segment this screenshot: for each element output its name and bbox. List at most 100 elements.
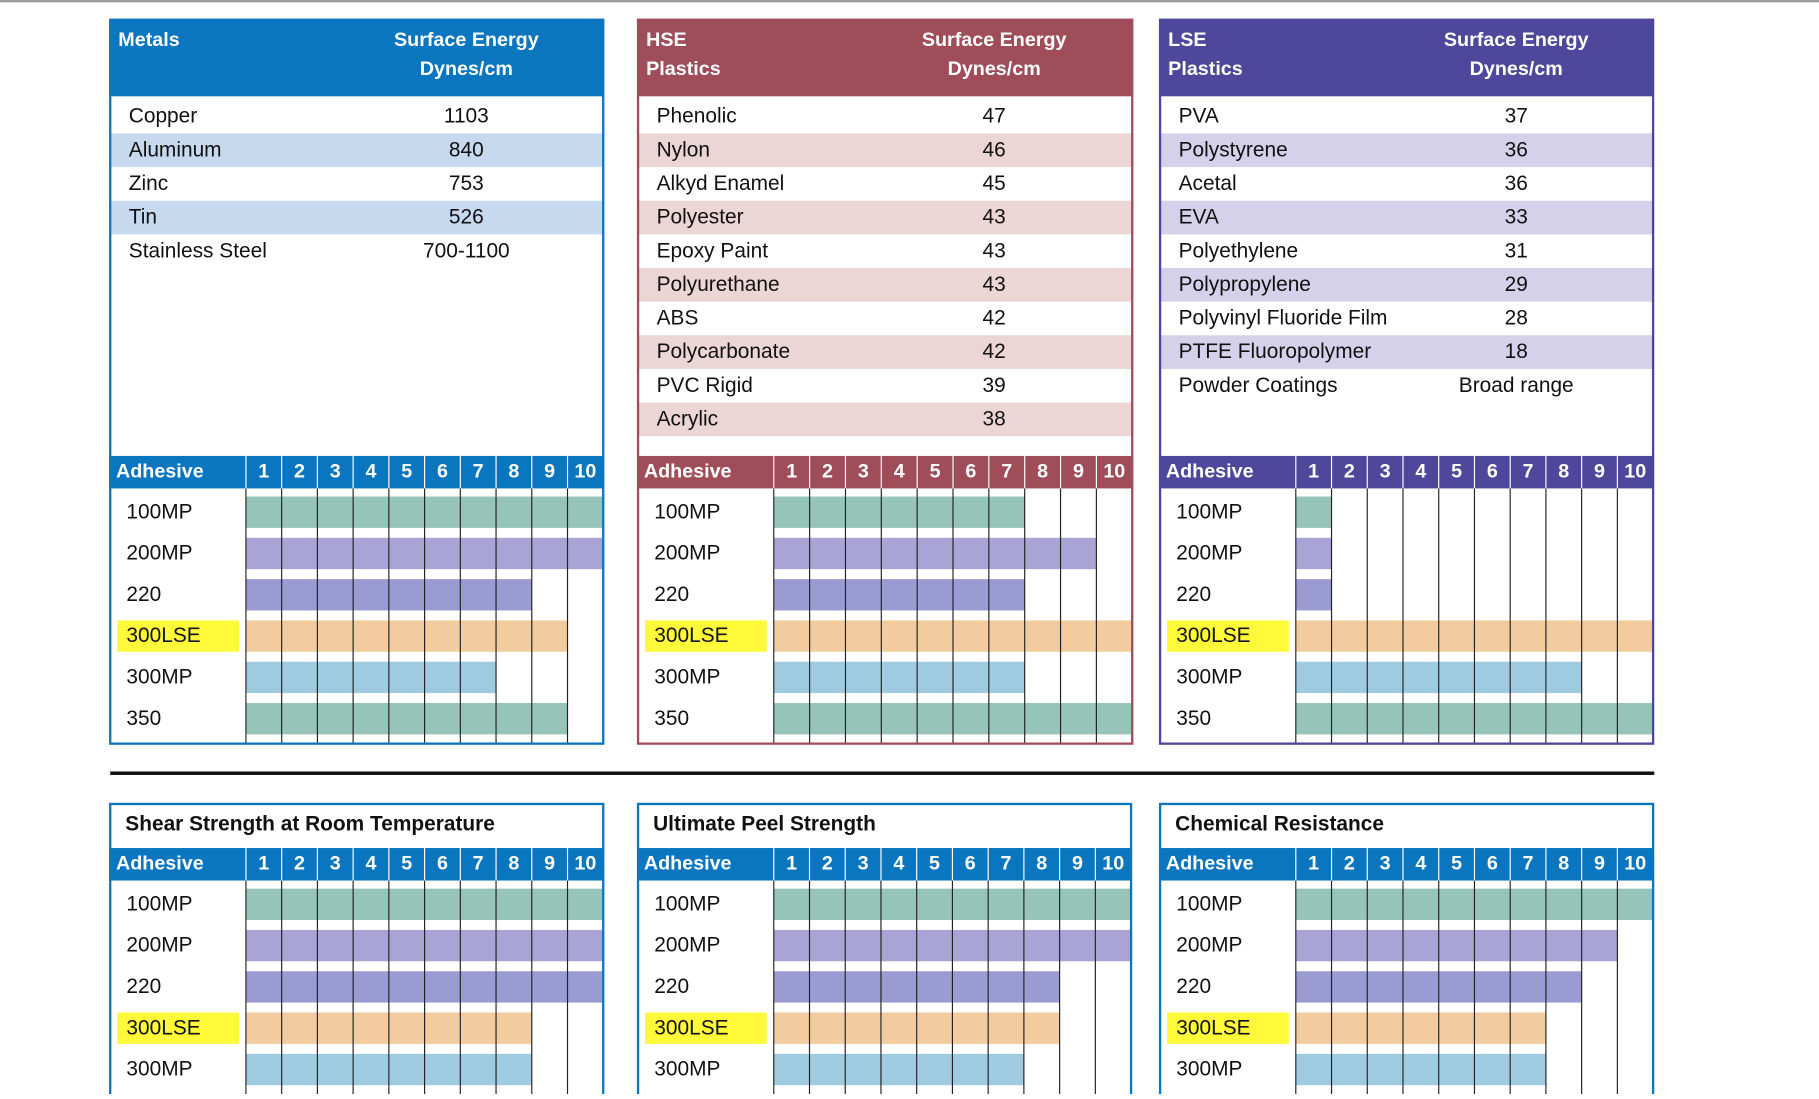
rating-bar: [1295, 579, 1332, 611]
rating-bar: [773, 496, 1025, 528]
row-value: 43: [983, 273, 1006, 296]
row-value: 840: [449, 138, 484, 161]
row-name: Polyethylene: [1179, 239, 1299, 262]
rating-bar: [245, 703, 568, 735]
value-header: Dynes/cm: [948, 58, 1041, 80]
adhesive-name: 300MP: [654, 665, 720, 688]
adhesive-name: 200MP: [654, 934, 720, 957]
adhesive-header: Adhesive: [116, 460, 204, 482]
row-shade: [1160, 335, 1654, 369]
adhesive-name: 200MP: [1176, 542, 1242, 565]
scale-label: 6: [1487, 460, 1498, 482]
scale-label: 6: [965, 460, 976, 482]
adhesive-name: 300MP: [126, 665, 192, 688]
panel-title: Plastics: [646, 58, 721, 80]
row-value: 47: [983, 105, 1006, 128]
row-value: 43: [983, 239, 1006, 262]
rating-bar: [1295, 496, 1332, 528]
value-header: Dynes/cm: [1470, 58, 1563, 80]
row-value: 42: [983, 307, 1006, 330]
row-shade: [1160, 133, 1654, 168]
row-name: Acetal: [1179, 172, 1237, 195]
row-name: Nylon: [657, 138, 710, 161]
row-shade: [110, 133, 604, 168]
scale-label: 9: [1594, 852, 1605, 874]
row-value: 36: [1505, 172, 1528, 195]
adhesive-name: 300MP: [126, 1058, 192, 1081]
scale-label: 1: [786, 460, 797, 482]
scale-label: 7: [473, 852, 484, 874]
scale-label: 4: [1415, 852, 1426, 874]
adhesive-name: 100MP: [126, 892, 192, 915]
row-name: Polycarbonate: [657, 340, 790, 363]
scale-label: 10: [1624, 460, 1646, 482]
scale-label: 2: [1344, 460, 1355, 482]
scale-label: 3: [1380, 852, 1391, 874]
scale-label: 8: [1037, 460, 1048, 482]
row-shade: [638, 200, 1133, 235]
scale-label: 2: [822, 852, 833, 874]
adhesive-name: 100MP: [1176, 500, 1242, 523]
value-header: Surface Energy: [922, 29, 1067, 51]
highlight: [117, 1012, 239, 1044]
rating-bar: [773, 661, 1025, 694]
rating-bar: [1295, 1053, 1546, 1086]
value-header: Surface Energy: [1444, 29, 1589, 51]
adhesive-name: 300MP: [1176, 1058, 1242, 1081]
panel-border: [636, 18, 1134, 745]
panel-title: Chemical Resistance: [1175, 812, 1384, 835]
scale-label: 2: [294, 460, 305, 482]
row-name: PTFE Fluoropolymer: [1179, 340, 1372, 363]
scale-label: 3: [330, 852, 341, 874]
adhesive-header-bar: [110, 848, 604, 881]
scale-label: 9: [1072, 852, 1083, 874]
scale-label: 1: [1308, 852, 1319, 874]
adhesive-header-bar: [1160, 848, 1654, 881]
scale-label: 2: [822, 460, 833, 482]
panel-header: [638, 19, 1133, 97]
adhesive-name: 300LSE: [126, 1016, 200, 1039]
scale-label: 5: [401, 460, 412, 482]
scale-label: 8: [1036, 852, 1047, 874]
scale-label: 7: [1523, 460, 1534, 482]
scale-label: 3: [1380, 460, 1391, 482]
scale-label: 7: [1001, 852, 1012, 874]
row-name: Polyurethane: [657, 273, 780, 296]
row-shade: [638, 335, 1133, 369]
scale-label: 8: [508, 852, 519, 874]
adhesive-name: 200MP: [126, 542, 192, 565]
row-name: Alkyd Enamel: [657, 172, 785, 195]
row-value: 46: [983, 138, 1006, 161]
panel-title: Ultimate Peel Strength: [653, 812, 876, 835]
highlight: [645, 620, 767, 652]
value-header: Surface Energy: [394, 29, 539, 51]
row-shade: [638, 268, 1133, 302]
adhesive-name: 300LSE: [654, 624, 728, 647]
scale-label: 5: [929, 852, 940, 874]
row-name: Copper: [129, 105, 198, 128]
row-shade: [638, 402, 1133, 437]
row-value: 39: [983, 374, 1006, 397]
adhesive-name: 100MP: [654, 892, 720, 915]
row-name: Stainless Steel: [129, 239, 267, 262]
row-name: Acrylic: [657, 407, 718, 430]
row-value: 753: [449, 172, 484, 195]
panel-title: LSE: [1168, 29, 1206, 51]
scale-label: 2: [1344, 852, 1355, 874]
row-value: 1103: [444, 105, 489, 128]
scale-label: 5: [401, 852, 412, 874]
row-value: Broad range: [1459, 374, 1574, 397]
panel-title: Shear Strength at Room Temperature: [125, 812, 495, 835]
rating-bar: [773, 1053, 1024, 1086]
adhesive-header-bar: [110, 455, 604, 489]
scale-label: 10: [1102, 852, 1124, 874]
scale-label: 3: [330, 460, 341, 482]
panel-header: [1160, 19, 1654, 97]
panel-border: [1158, 802, 1655, 1099]
adhesive-header-bar: [638, 848, 1132, 881]
adhesive-header: Adhesive: [644, 852, 732, 874]
adhesive-name: 300LSE: [126, 624, 200, 647]
rating-bar: [1295, 929, 1618, 962]
scale-label: 9: [1594, 460, 1605, 482]
adhesive-name: 100MP: [126, 500, 192, 523]
